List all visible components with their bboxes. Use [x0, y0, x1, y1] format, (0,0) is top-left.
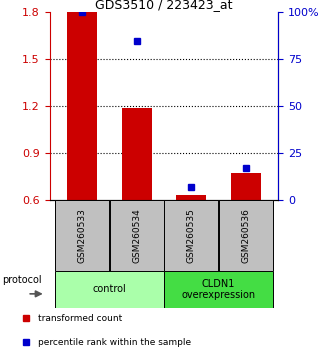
- Title: GDS3510 / 223423_at: GDS3510 / 223423_at: [95, 0, 233, 11]
- Bar: [164, 271, 273, 308]
- Bar: [55, 200, 109, 271]
- Bar: [67, 12, 97, 200]
- Bar: [55, 271, 164, 308]
- Text: GSM260536: GSM260536: [241, 208, 250, 263]
- Text: transformed count: transformed count: [38, 314, 123, 322]
- Bar: [176, 195, 206, 200]
- Text: GSM260534: GSM260534: [132, 208, 141, 263]
- Bar: [219, 200, 273, 271]
- Text: CLDN1
overexpression: CLDN1 overexpression: [181, 279, 256, 300]
- Text: protocol: protocol: [3, 275, 42, 285]
- Bar: [122, 108, 152, 200]
- Text: control: control: [93, 284, 126, 295]
- Bar: [164, 200, 219, 271]
- Bar: [231, 173, 261, 200]
- Text: GSM260533: GSM260533: [78, 208, 87, 263]
- Text: percentile rank within the sample: percentile rank within the sample: [38, 338, 192, 347]
- Text: GSM260535: GSM260535: [187, 208, 196, 263]
- Bar: [109, 200, 164, 271]
